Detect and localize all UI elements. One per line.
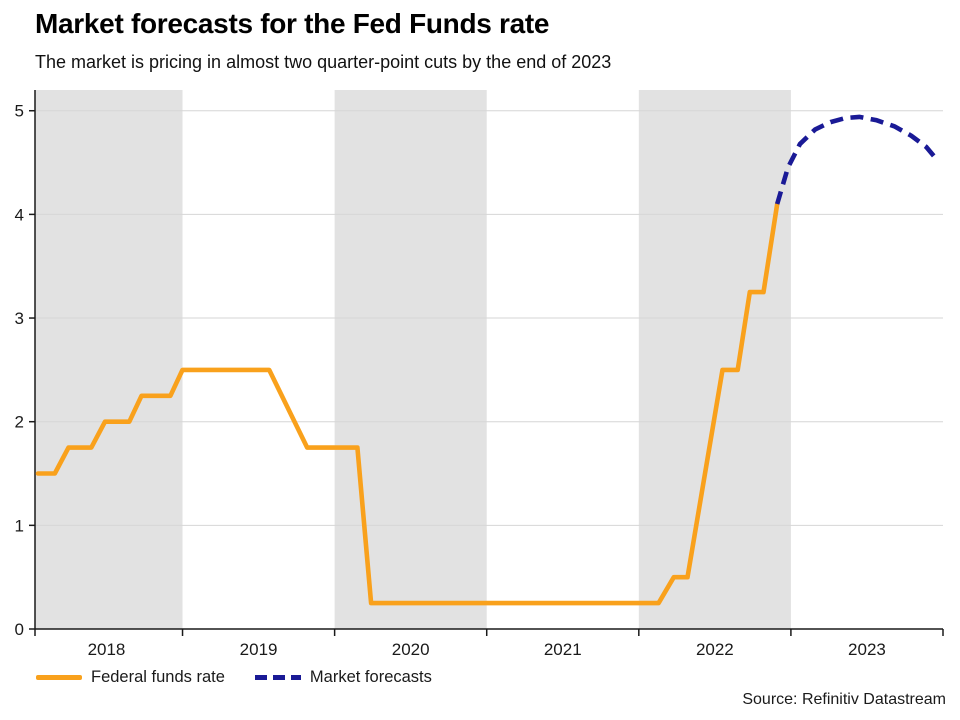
legend-item-federal-funds-rate: Federal funds rate: [36, 668, 225, 687]
svg-text:3: 3: [15, 309, 24, 328]
legend-item-market-forecasts: Market forecasts: [254, 668, 432, 687]
svg-text:0: 0: [15, 620, 24, 639]
fed-funds-line-chart: 0 1 2 3 4 5 2018 2019 2020 2021 2022 2023: [15, 90, 944, 659]
chart-title: Market forecasts for the Fed Funds rate: [35, 8, 550, 39]
svg-text:2023: 2023: [848, 640, 886, 659]
svg-text:2019: 2019: [240, 640, 278, 659]
chart-subtitle: The market is pricing in almost two quar…: [35, 52, 612, 72]
svg-text:2022: 2022: [696, 640, 734, 659]
chart-legend: Federal funds rate Market forecasts: [36, 668, 432, 687]
legend-label-market-forecasts: Market forecasts: [309, 668, 432, 686]
legend-label-federal-funds-rate: Federal funds rate: [91, 668, 225, 686]
svg-text:4: 4: [15, 205, 24, 224]
svg-text:2018: 2018: [88, 640, 126, 659]
source-attribution: Source: Refinitiv Datastream: [742, 691, 946, 708]
svg-text:2021: 2021: [544, 640, 582, 659]
svg-text:1: 1: [15, 516, 24, 535]
solid-line-swatch-icon: [36, 675, 82, 680]
svg-text:5: 5: [15, 102, 24, 121]
dashed-line-swatch-icon: [254, 675, 301, 680]
svg-text:2: 2: [15, 413, 24, 432]
svg-text:2020: 2020: [392, 640, 430, 659]
